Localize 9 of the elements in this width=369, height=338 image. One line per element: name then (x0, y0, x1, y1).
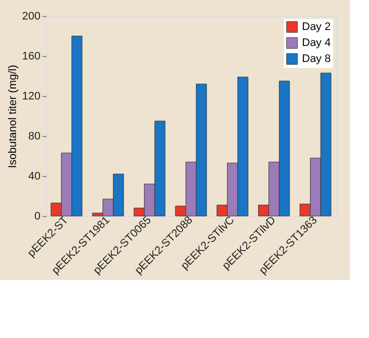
legend-label: Day 4 (302, 37, 331, 49)
legend-label: Day 8 (302, 53, 331, 65)
y-tick-label: 120 (22, 90, 40, 102)
y-axis-title: Isobutanol titer (mg/l) (7, 64, 20, 168)
y-tick-label: 80 (28, 130, 40, 142)
y-tick-label: 200 (22, 10, 40, 22)
legend-label: Day 2 (302, 21, 331, 33)
y-tick-label: 160 (22, 50, 40, 62)
y-tick-label: 40 (28, 170, 40, 182)
